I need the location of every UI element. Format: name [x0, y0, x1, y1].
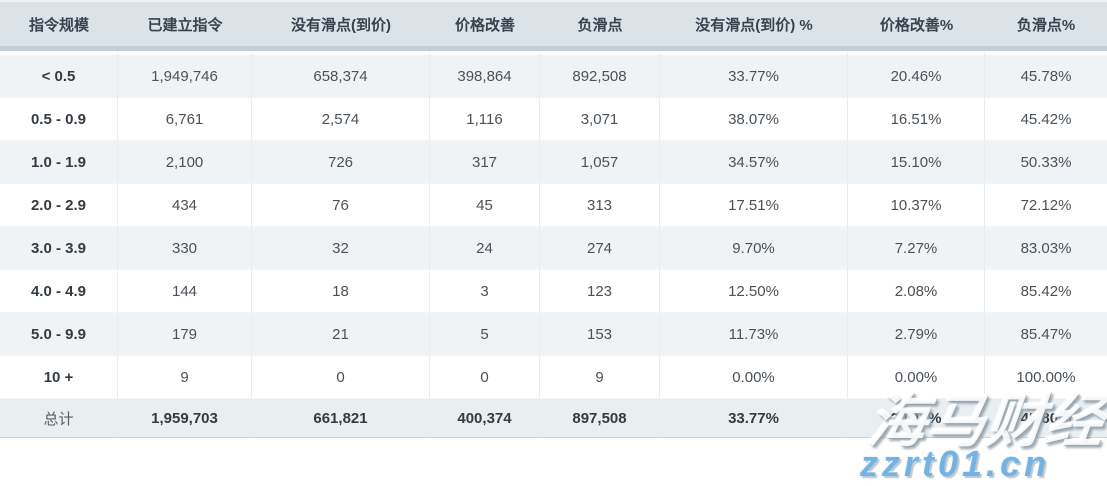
- cell-negative-slippage: 9: [540, 356, 660, 399]
- cell-price-improvement-pct: 2.08%: [848, 270, 985, 313]
- cell-price-improvement: 3: [430, 270, 540, 313]
- table-header-row: 指令规模 已建立指令 没有滑点(到价) 价格改善 负滑点 没有滑点(到价) % …: [0, 0, 1107, 51]
- cell-negative-slippage: 274: [540, 227, 660, 270]
- cell-no-slippage: 2,574: [252, 98, 430, 141]
- cell-orders-created: 330: [118, 227, 252, 270]
- cell-order-size: < 0.5: [0, 51, 118, 98]
- table-row: 0.5 - 0.9 6,761 2,574 1,116 3,071 38.07%…: [0, 98, 1107, 141]
- col-header-negative-slippage-pct: 负滑点%: [985, 0, 1107, 51]
- cell-negative-slippage: 3,071: [540, 98, 660, 141]
- cell-orders-created: 1,959,703: [118, 399, 252, 438]
- cell-price-improvement-pct: 15.10%: [848, 141, 985, 184]
- cell-price-improvement: 24: [430, 227, 540, 270]
- cell-orders-created: 6,761: [118, 98, 252, 141]
- table-row: 10 + 9 0 0 9 0.00% 0.00% 100.00%: [0, 356, 1107, 399]
- cell-no-slippage: 0: [252, 356, 430, 399]
- col-header-price-improvement: 价格改善: [430, 0, 540, 51]
- cell-no-slippage: 21: [252, 313, 430, 356]
- cell-no-slippage-pct: 12.50%: [660, 270, 848, 313]
- cell-order-size: 总计: [0, 399, 118, 438]
- cell-no-slippage-pct: 33.77%: [660, 399, 848, 438]
- cell-price-improvement: 1,116: [430, 98, 540, 141]
- cell-no-slippage-pct: 34.57%: [660, 141, 848, 184]
- cell-price-improvement-pct: 10.37%: [848, 184, 985, 227]
- cell-orders-created: 1,949,746: [118, 51, 252, 98]
- cell-no-slippage: 658,374: [252, 51, 430, 98]
- cell-no-slippage: 18: [252, 270, 430, 313]
- cell-price-improvement: 317: [430, 141, 540, 184]
- watermark-site-url: zzrt01.cn: [860, 443, 1051, 484]
- cell-negative-slippage-pct: 100.00%: [985, 356, 1107, 399]
- cell-orders-created: 9: [118, 356, 252, 399]
- cell-price-improvement-pct: 20.43%: [848, 399, 985, 438]
- cell-negative-slippage-pct: 85.47%: [985, 313, 1107, 356]
- table-row: 5.0 - 9.9 179 21 5 153 11.73% 2.79% 85.4…: [0, 313, 1107, 356]
- cell-orders-created: 179: [118, 313, 252, 356]
- cell-no-slippage-pct: 38.07%: [660, 98, 848, 141]
- cell-no-slippage-pct: 9.70%: [660, 227, 848, 270]
- cell-negative-slippage-pct: 50.33%: [985, 141, 1107, 184]
- cell-negative-slippage: 897,508: [540, 399, 660, 438]
- cell-price-improvement: 5: [430, 313, 540, 356]
- cell-order-size: 5.0 - 9.9: [0, 313, 118, 356]
- col-header-no-slippage-pct: 没有滑点(到价) %: [660, 0, 848, 51]
- cell-price-improvement: 400,374: [430, 399, 540, 438]
- cell-no-slippage-pct: 33.77%: [660, 51, 848, 98]
- cell-price-improvement-pct: 7.27%: [848, 227, 985, 270]
- cell-no-slippage: 661,821: [252, 399, 430, 438]
- cell-price-improvement-pct: 2.79%: [848, 313, 985, 356]
- cell-negative-slippage-pct: 72.12%: [985, 184, 1107, 227]
- cell-no-slippage: 726: [252, 141, 430, 184]
- cell-price-improvement-pct: 16.51%: [848, 98, 985, 141]
- cell-negative-slippage-pct: 83.03%: [985, 227, 1107, 270]
- cell-price-improvement: 398,864: [430, 51, 540, 98]
- cell-order-size: 2.0 - 2.9: [0, 184, 118, 227]
- cell-negative-slippage: 153: [540, 313, 660, 356]
- table-row: 2.0 - 2.9 434 76 45 313 17.51% 10.37% 72…: [0, 184, 1107, 227]
- cell-negative-slippage-pct: 45.80%: [985, 399, 1107, 438]
- cell-order-size: 10 +: [0, 356, 118, 399]
- cell-order-size: 0.5 - 0.9: [0, 98, 118, 141]
- table-row: < 0.5 1,949,746 658,374 398,864 892,508 …: [0, 51, 1107, 98]
- cell-price-improvement: 0: [430, 356, 540, 399]
- cell-negative-slippage-pct: 85.42%: [985, 270, 1107, 313]
- cell-negative-slippage: 313: [540, 184, 660, 227]
- cell-order-size: 4.0 - 4.9: [0, 270, 118, 313]
- cell-negative-slippage: 123: [540, 270, 660, 313]
- cell-no-slippage-pct: 11.73%: [660, 313, 848, 356]
- col-header-orders-created: 已建立指令: [118, 0, 252, 51]
- cell-order-size: 3.0 - 3.9: [0, 227, 118, 270]
- cell-no-slippage-pct: 17.51%: [660, 184, 848, 227]
- cell-negative-slippage-pct: 45.78%: [985, 51, 1107, 98]
- cell-negative-slippage: 892,508: [540, 51, 660, 98]
- cell-no-slippage: 32: [252, 227, 430, 270]
- cell-no-slippage: 76: [252, 184, 430, 227]
- cell-orders-created: 144: [118, 270, 252, 313]
- cell-no-slippage-pct: 0.00%: [660, 356, 848, 399]
- cell-orders-created: 434: [118, 184, 252, 227]
- cell-orders-created: 2,100: [118, 141, 252, 184]
- col-header-negative-slippage: 负滑点: [540, 0, 660, 51]
- table-total-row: 总计 1,959,703 661,821 400,374 897,508 33.…: [0, 399, 1107, 438]
- cell-negative-slippage: 1,057: [540, 141, 660, 184]
- cell-negative-slippage-pct: 45.42%: [985, 98, 1107, 141]
- slippage-table: 指令规模 已建立指令 没有滑点(到价) 价格改善 负滑点 没有滑点(到价) % …: [0, 0, 1107, 438]
- table-row: 1.0 - 1.9 2,100 726 317 1,057 34.57% 15.…: [0, 141, 1107, 184]
- col-header-order-size: 指令规模: [0, 0, 118, 51]
- col-header-price-improvement-pct: 价格改善%: [848, 0, 985, 51]
- cell-order-size: 1.0 - 1.9: [0, 141, 118, 184]
- table-row: 4.0 - 4.9 144 18 3 123 12.50% 2.08% 85.4…: [0, 270, 1107, 313]
- cell-price-improvement-pct: 20.46%: [848, 51, 985, 98]
- col-header-no-slippage: 没有滑点(到价): [252, 0, 430, 51]
- cell-price-improvement: 45: [430, 184, 540, 227]
- cell-price-improvement-pct: 0.00%: [848, 356, 985, 399]
- table-row: 3.0 - 3.9 330 32 24 274 9.70% 7.27% 83.0…: [0, 227, 1107, 270]
